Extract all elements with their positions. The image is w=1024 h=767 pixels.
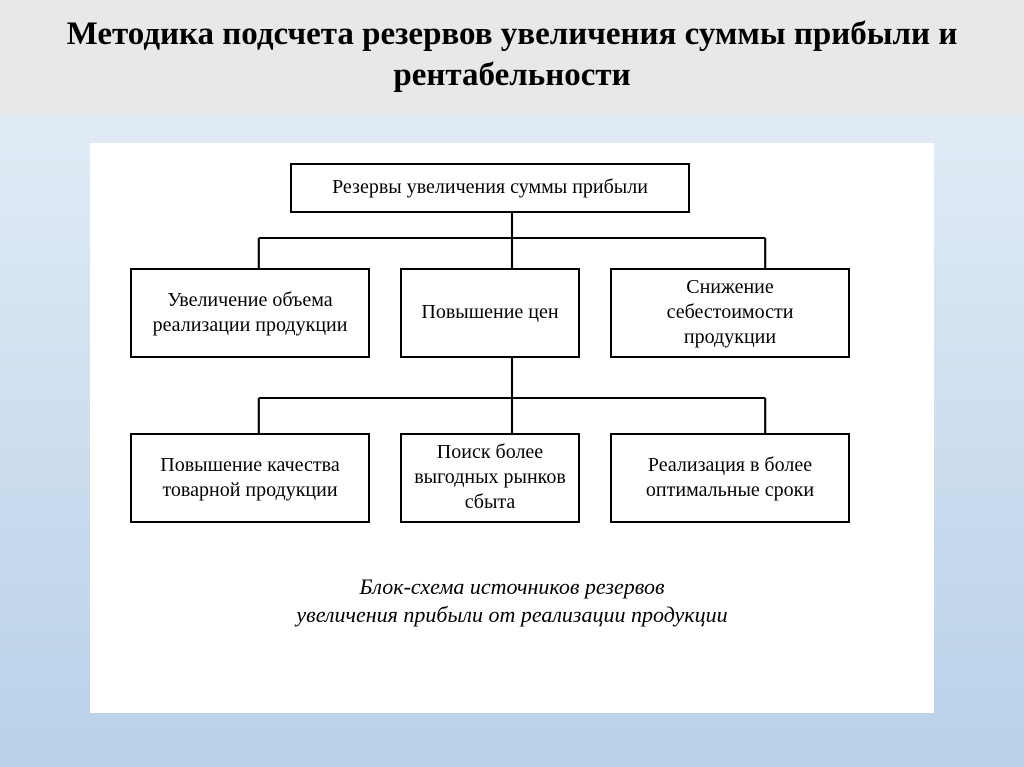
node-r2-left: Повышение качества товарной продукции: [130, 433, 370, 523]
node-r1-center: Повышение цен: [400, 268, 580, 358]
node-r1-left: Увеличение объема реализации продукции: [130, 268, 370, 358]
node-label: Повышение качества товарной продукции: [142, 453, 358, 503]
diagram-container: Резервы увеличения суммы прибыли Увеличе…: [90, 143, 934, 713]
node-label: Снижение себестоимости продукции: [622, 275, 838, 350]
caption-line-1: Блок-схема источников резервов: [90, 573, 934, 602]
slide-title: Методика подсчета резервов увеличения су…: [40, 14, 984, 97]
node-top: Резервы увеличения суммы прибыли: [290, 163, 690, 213]
node-r2-right: Реализация в более оптимальные сроки: [610, 433, 850, 523]
node-top-label: Резервы увеличения суммы прибыли: [332, 175, 648, 200]
node-label: Поиск более выгодных рынков сбыта: [412, 440, 568, 515]
slide-header: Методика подсчета резервов увеличения су…: [0, 0, 1024, 115]
node-label: Увеличение объема реализации продукции: [142, 288, 358, 338]
node-label: Реализация в более оптимальные сроки: [622, 453, 838, 503]
caption-line-2: увеличения прибыли от реализации продукц…: [90, 601, 934, 630]
diagram-caption: Блок-схема источников резервов увеличени…: [90, 573, 934, 630]
node-r2-center: Поиск более выгодных рынков сбыта: [400, 433, 580, 523]
node-label: Повышение цен: [421, 300, 558, 325]
node-r1-right: Снижение себестоимости продукции: [610, 268, 850, 358]
